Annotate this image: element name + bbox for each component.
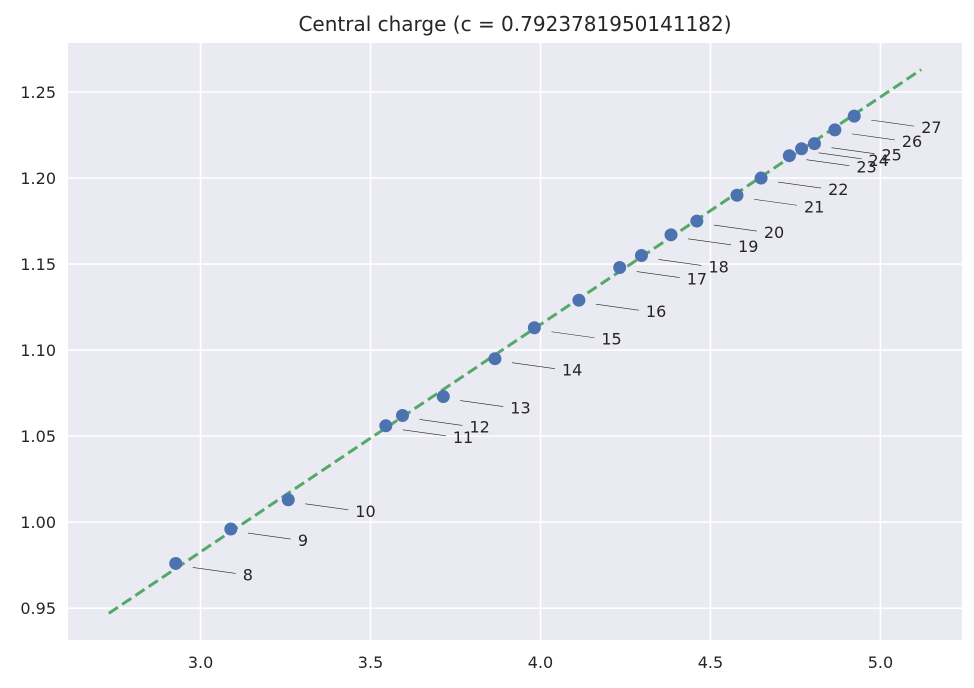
annotation-leader	[460, 400, 504, 407]
point-label: 25	[881, 146, 901, 165]
data-point	[847, 109, 861, 123]
annotation-leader	[551, 331, 595, 339]
annotation-leader	[192, 567, 236, 574]
data-point	[782, 149, 796, 163]
point-label: 17	[687, 270, 707, 289]
annotation-leader	[511, 362, 555, 370]
data-point	[690, 214, 704, 228]
x-tick-label: 5.0	[868, 653, 893, 672]
data-point	[572, 293, 586, 307]
annotation-leader	[402, 429, 446, 437]
data-point	[664, 228, 678, 242]
y-tick-label: 1.00	[20, 513, 56, 532]
y-tick-label: 1.10	[20, 341, 56, 360]
grid	[68, 43, 962, 640]
data-points	[169, 109, 861, 570]
annotation-leader	[778, 181, 822, 189]
point-label: 23	[856, 158, 876, 177]
point-label: 15	[601, 330, 621, 349]
point-label: 11	[453, 428, 473, 447]
y-tick-label: 1.05	[20, 427, 56, 446]
data-point	[488, 352, 502, 366]
data-point	[224, 522, 238, 536]
data-point	[436, 390, 450, 404]
annotation-leader	[687, 238, 732, 246]
x-tick-label: 3.5	[358, 653, 383, 672]
x-tick-label: 3.0	[188, 653, 213, 672]
annotation-leader	[658, 259, 702, 266]
data-point	[828, 123, 842, 137]
data-point	[634, 248, 648, 262]
data-point	[730, 188, 744, 202]
point-label: 14	[562, 361, 582, 380]
point-label: 19	[738, 237, 758, 256]
fit-line	[107, 68, 923, 615]
point-label: 8	[243, 565, 253, 584]
point-label: 16	[646, 302, 666, 321]
annotation-leader	[851, 133, 895, 141]
annotation-leader	[305, 503, 349, 511]
annotation-leader	[871, 119, 915, 127]
x-tick-label: 4.5	[698, 653, 723, 672]
point-label: 21	[804, 197, 824, 216]
point-label: 27	[921, 118, 941, 137]
data-point	[527, 321, 541, 335]
point-label: 26	[902, 132, 922, 151]
annotation-leader	[806, 159, 850, 166]
annotation-leader	[831, 147, 875, 154]
x-tick-label: 4.0	[528, 653, 553, 672]
y-axis: 0.95 1.00 1.05 1.10 1.15 1.20 1.25	[20, 83, 56, 618]
point-label: 9	[298, 531, 308, 550]
chart-title: Central charge (c = 0.7923781950141182)	[298, 12, 731, 36]
point-label: 18	[708, 257, 728, 276]
y-tick-label: 1.15	[20, 255, 56, 274]
annotation-leader	[753, 198, 798, 206]
annotation-leader	[636, 271, 680, 278]
annotation-leader	[595, 303, 639, 311]
point-label: 20	[764, 223, 784, 242]
y-tick-label: 0.95	[20, 599, 56, 618]
x-axis: 3.0 3.5 4.0 4.5 5.0	[188, 653, 893, 672]
point-label: 10	[355, 502, 375, 521]
y-tick-label: 1.25	[20, 83, 56, 102]
annotation-leader	[713, 224, 757, 232]
data-point	[795, 142, 809, 156]
data-point	[379, 419, 393, 433]
data-point	[169, 556, 183, 570]
data-point	[754, 171, 768, 185]
annotation-leader	[247, 532, 291, 540]
data-point	[395, 408, 409, 422]
point-label: 24	[869, 151, 889, 170]
data-point	[613, 261, 627, 275]
point-label: 12	[469, 417, 489, 436]
data-point	[807, 137, 821, 151]
point-label: 22	[828, 180, 848, 199]
point-label: 13	[510, 399, 530, 418]
annotation-leader	[419, 419, 463, 426]
annotation-leader	[818, 152, 862, 160]
data-point	[281, 493, 295, 507]
y-tick-label: 1.20	[20, 169, 56, 188]
